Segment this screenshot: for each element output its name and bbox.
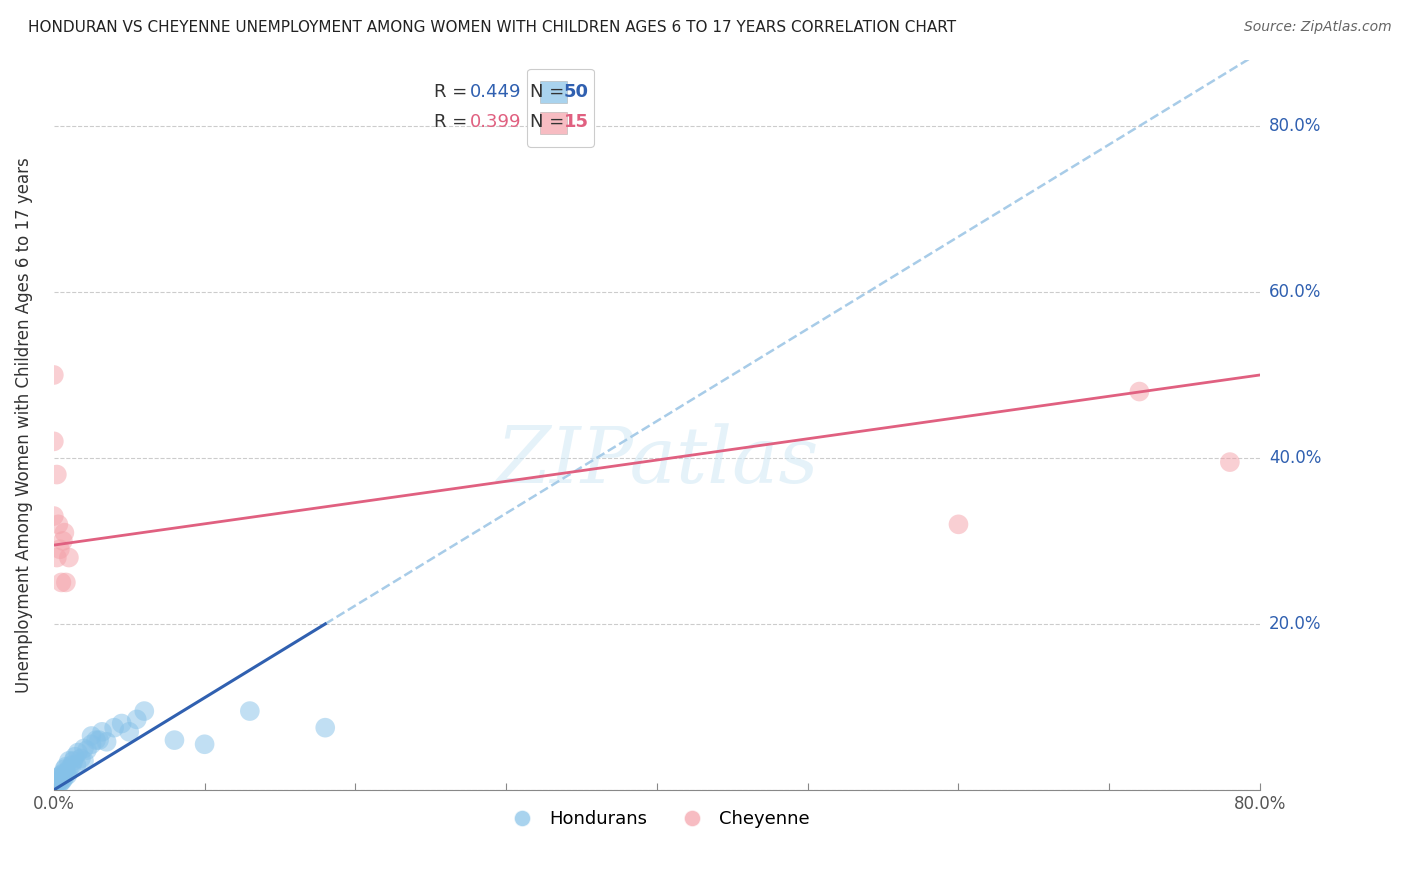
Text: ZIPatlas: ZIPatlas — [496, 423, 818, 500]
Text: R =: R = — [434, 84, 472, 102]
Point — [91, 724, 114, 739]
Point — [118, 724, 141, 739]
Point — [80, 729, 103, 743]
Y-axis label: Unemployment Among Women with Children Ages 6 to 17 years: Unemployment Among Women with Children A… — [15, 157, 32, 692]
Point — [42, 783, 65, 797]
Text: N =: N = — [530, 84, 571, 102]
Point — [42, 780, 65, 795]
Point — [49, 772, 72, 787]
Point — [42, 783, 65, 797]
Point — [45, 467, 67, 482]
Point — [45, 779, 67, 793]
Point — [48, 771, 70, 785]
Point — [1128, 384, 1150, 399]
Point — [70, 751, 93, 765]
Legend: Hondurans, Cheyenne: Hondurans, Cheyenne — [496, 803, 817, 836]
Point — [58, 762, 80, 776]
Point — [42, 777, 65, 791]
Point — [62, 754, 84, 768]
Point — [42, 783, 65, 797]
Point — [49, 776, 72, 790]
Text: 0.449: 0.449 — [470, 84, 522, 102]
Point — [48, 517, 70, 532]
Point — [239, 704, 262, 718]
Point — [58, 754, 80, 768]
Text: 15: 15 — [564, 112, 589, 130]
Point — [125, 712, 148, 726]
Point — [53, 762, 76, 776]
Point — [51, 774, 73, 789]
Point — [73, 754, 96, 768]
Point — [948, 517, 970, 532]
Point — [53, 771, 76, 785]
Point — [76, 743, 98, 757]
Point — [52, 772, 75, 787]
Point — [49, 542, 72, 557]
Point — [42, 509, 65, 524]
Point — [60, 758, 83, 772]
Text: 50: 50 — [564, 84, 589, 102]
Point — [111, 716, 134, 731]
Point — [53, 525, 76, 540]
Point — [45, 776, 67, 790]
Text: Source: ZipAtlas.com: Source: ZipAtlas.com — [1244, 20, 1392, 34]
Text: 60.0%: 60.0% — [1270, 283, 1322, 301]
Point — [42, 781, 65, 796]
Point — [84, 733, 107, 747]
Point — [51, 768, 73, 782]
Text: 80.0%: 80.0% — [1270, 117, 1322, 135]
Point — [103, 721, 125, 735]
Point — [56, 768, 79, 782]
Text: HONDURAN VS CHEYENNE UNEMPLOYMENT AMONG WOMEN WITH CHILDREN AGES 6 TO 17 YEARS C: HONDURAN VS CHEYENNE UNEMPLOYMENT AMONG … — [28, 20, 956, 35]
Point — [45, 550, 67, 565]
Point — [58, 550, 80, 565]
Point — [66, 746, 89, 760]
Point — [163, 733, 186, 747]
Text: 20.0%: 20.0% — [1270, 615, 1322, 633]
Text: N =: N = — [530, 112, 571, 130]
Point — [42, 434, 65, 449]
Point — [63, 749, 86, 764]
Text: 0.399: 0.399 — [470, 112, 522, 130]
Point — [194, 737, 217, 751]
Point — [51, 771, 73, 785]
Point — [52, 533, 75, 548]
Point — [55, 760, 77, 774]
Text: 40.0%: 40.0% — [1270, 449, 1322, 467]
Point — [55, 575, 77, 590]
Point — [80, 737, 103, 751]
Point — [73, 741, 96, 756]
Point — [87, 733, 110, 747]
Point — [55, 766, 77, 780]
Point — [96, 735, 118, 749]
Point — [1219, 455, 1241, 469]
Text: R =: R = — [434, 112, 472, 130]
Point — [42, 783, 65, 797]
Point — [65, 758, 87, 772]
Point — [314, 721, 336, 735]
Point — [48, 774, 70, 789]
Point — [51, 575, 73, 590]
Point — [52, 766, 75, 780]
Point — [42, 779, 65, 793]
Point — [134, 704, 156, 718]
Point — [42, 368, 65, 382]
